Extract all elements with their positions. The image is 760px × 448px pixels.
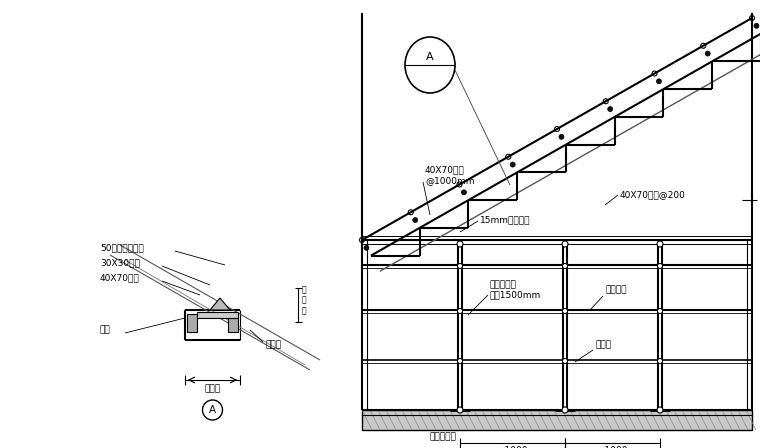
Circle shape [458, 309, 463, 314]
Circle shape [562, 407, 568, 413]
Text: 40X70木方@200: 40X70木方@200 [620, 190, 686, 199]
Text: 踏
步
高: 踏 步 高 [302, 285, 306, 315]
Text: 40X70木方: 40X70木方 [100, 273, 140, 283]
Circle shape [458, 263, 463, 268]
Bar [187, 314, 197, 332]
Circle shape [461, 190, 467, 195]
Text: A: A [209, 405, 216, 415]
Circle shape [608, 107, 613, 112]
Circle shape [657, 309, 663, 314]
Text: 钢管水平杆
间距1500mm: 钢管水平杆 间距1500mm [490, 280, 541, 300]
Circle shape [657, 263, 663, 268]
Text: 扫地杆: 扫地杆 [595, 340, 611, 349]
Circle shape [458, 358, 463, 363]
Text: ≤1000: ≤1000 [497, 447, 527, 448]
Polygon shape [210, 298, 230, 310]
Text: 30X30木条: 30X30木条 [100, 258, 140, 267]
Text: ≤1000: ≤1000 [597, 447, 628, 448]
Circle shape [562, 241, 568, 247]
Text: 钢管立杆: 钢管立杆 [605, 285, 626, 294]
Circle shape [705, 51, 710, 56]
Text: 螺丝: 螺丝 [100, 326, 111, 335]
Circle shape [559, 134, 564, 139]
Circle shape [364, 246, 369, 250]
Circle shape [657, 358, 663, 363]
Text: 踏步宽: 踏步宽 [204, 384, 220, 393]
Circle shape [657, 79, 661, 84]
Text: 50厚三角形木楔: 50厚三角形木楔 [100, 244, 144, 253]
Bar [197, 312, 238, 318]
Circle shape [562, 358, 568, 363]
Circle shape [510, 162, 515, 167]
Circle shape [562, 263, 568, 268]
Bar [228, 314, 238, 332]
Text: 40X70木方
@1000mm: 40X70木方 @1000mm [425, 165, 474, 185]
Text: A: A [426, 52, 434, 62]
Text: 踏步面: 踏步面 [265, 340, 281, 349]
Text: 混凝土模板: 混凝土模板 [430, 432, 457, 441]
Text: 15mm厚胶合板: 15mm厚胶合板 [480, 215, 530, 224]
Circle shape [457, 407, 463, 413]
Bar [362, 410, 752, 430]
Circle shape [413, 218, 418, 223]
Circle shape [657, 241, 663, 247]
Circle shape [562, 309, 568, 314]
Circle shape [657, 407, 663, 413]
Circle shape [754, 23, 759, 28]
Circle shape [457, 241, 463, 247]
